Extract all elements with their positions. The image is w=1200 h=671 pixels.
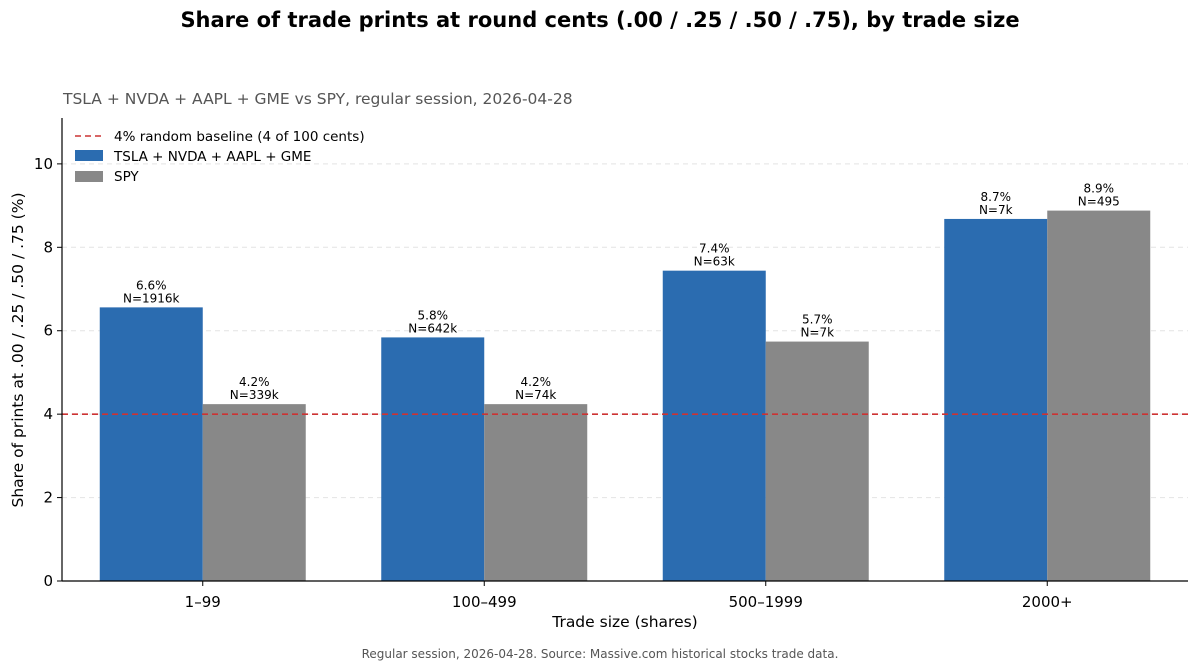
bar-count-label-series-2-1: N=339k [230, 388, 279, 402]
y-tick-label-8: 8 [43, 238, 53, 256]
bar-series-2-3 [765, 341, 869, 581]
bar-count-label-series-2-3: N=7k [800, 326, 834, 340]
bar-count-label-series-2-4: N=495 [1078, 195, 1120, 209]
footer-note: Regular session, 2026-04-28. Source: Mas… [362, 647, 839, 661]
bar-series-2-2 [484, 404, 588, 581]
legend-label-series-1: TSLA + NVDA + AAPL + GME [113, 149, 311, 165]
chart-title: Share of trade prints at round cents (.0… [180, 8, 1019, 32]
bar-count-label-series-1-2: N=642k [408, 321, 457, 335]
bar-count-label-series-1-3: N=63k [694, 255, 735, 269]
legend-label-series-2: SPY [114, 169, 139, 185]
bar-series-2-1 [202, 404, 306, 581]
bar-series-1-4 [944, 218, 1048, 582]
y-tick-label-2: 2 [43, 489, 53, 507]
x-tick-label-2: 100–499 [452, 593, 517, 611]
y-tick-label-6: 6 [43, 322, 53, 340]
bar-series-2-4 [1047, 210, 1151, 581]
y-axis-label: Share of prints at .00 / .25 / .50 / .75… [9, 192, 27, 507]
bar-value-label-series-2-1: 4.2% [239, 375, 270, 389]
bar-count-label-series-1-4: N=7k [979, 203, 1013, 217]
legend-swatch-series-2 [75, 171, 103, 182]
bar-count-label-series-1-1: N=1916k [123, 291, 180, 305]
bar-value-label-series-1-1: 6.6% [136, 278, 167, 292]
x-tick-label-4: 2000+ [1022, 593, 1073, 611]
x-tick-label-1: 1–99 [185, 593, 221, 611]
bar-value-label-series-1-3: 7.4% [699, 242, 730, 256]
x-axis-label: Trade size (shares) [551, 613, 697, 631]
bar-value-label-series-1-2: 5.8% [418, 308, 449, 322]
bar-series-1-2 [381, 337, 485, 581]
bar-value-label-series-2-2: 4.2% [521, 375, 552, 389]
bar-series-1-3 [662, 270, 766, 581]
x-tick-label-3: 500–1999 [729, 593, 803, 611]
bar-labels: 6.6%N=1916k4.2%N=339k5.8%N=642k4.2%N=74k… [123, 182, 1120, 403]
bar-value-label-series-2-4: 8.9% [1084, 182, 1115, 196]
y-tick-label-10: 10 [34, 155, 53, 173]
bars [99, 210, 1151, 582]
y-tick-label-4: 4 [43, 405, 53, 423]
bar-value-label-series-2-3: 5.7% [802, 313, 833, 327]
legend-swatch-series-1 [75, 150, 103, 161]
chart-subtitle: TSLA + NVDA + AAPL + GME vs SPY, regular… [62, 90, 573, 108]
legend: 4% random baseline (4 of 100 cents) TSLA… [75, 129, 365, 185]
y-tick-label-0: 0 [43, 572, 53, 590]
legend-label-baseline: 4% random baseline (4 of 100 cents) [114, 129, 365, 145]
bar-count-label-series-2-2: N=74k [515, 388, 556, 402]
y-ticks: 0 2 4 6 8 10 [34, 155, 62, 590]
bar-value-label-series-1-4: 8.7% [981, 190, 1012, 204]
x-ticks: 1–99 100–499 500–1999 2000+ [185, 581, 1073, 611]
bar-series-1-1 [99, 307, 203, 581]
axes [61, 118, 1188, 582]
